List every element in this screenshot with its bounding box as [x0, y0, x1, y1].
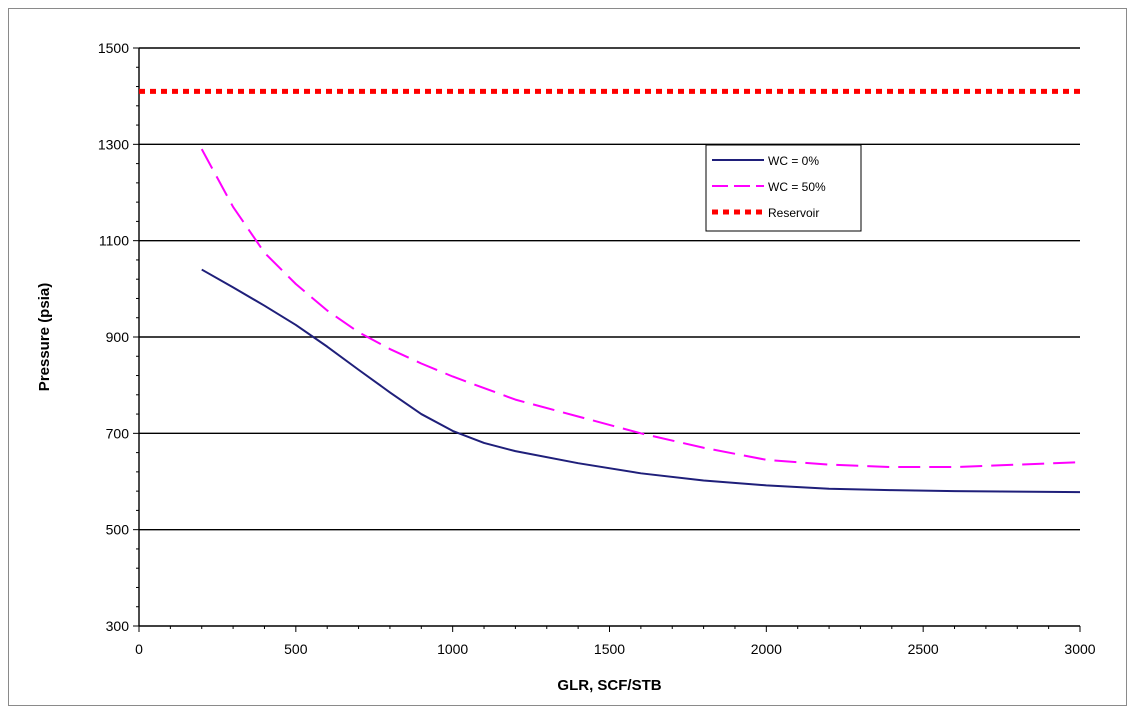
series-line-wc-50: [200, 148, 1081, 469]
y-tick-label: 1500: [98, 40, 129, 56]
y-axis-title: Pressure (psia): [36, 283, 53, 391]
legend-label: WC = 0%: [768, 154, 819, 168]
x-tick-label: 2500: [908, 641, 939, 657]
chart-frame: 0 500 1000 1500 2000 2500 3000 300 500 700 900 110…: [8, 8, 1127, 706]
y-tick-label: 900: [106, 329, 130, 345]
x-tick-labels: 0 500 1000 1500 2000 2500 3000: [135, 641, 1096, 657]
y-tick-label: 500: [106, 522, 130, 538]
y-tick-label: 300: [106, 618, 130, 634]
series-lines: [139, 88, 1081, 494]
x-tick-label: 3000: [1064, 641, 1095, 657]
y-tick-label: 1300: [98, 136, 129, 152]
x-tick-label: 1500: [594, 641, 625, 657]
series-line-wc-0: [201, 268, 1081, 494]
legend-label: Reservoir: [768, 206, 819, 220]
x-tick-label: 2000: [751, 641, 782, 657]
axes: [133, 47, 1081, 632]
x-axis-title: GLR, SCF/STB: [557, 677, 661, 694]
x-tick-label: 500: [284, 641, 308, 657]
x-tick-label: 1000: [437, 641, 468, 657]
legend-label: WC = 50%: [768, 180, 826, 194]
y-tick-label: 700: [106, 425, 130, 441]
y-tick-labels: 300 500 700 900 1100 1300 1500: [98, 40, 129, 634]
grid-lines: [139, 47, 1080, 531]
y-tick-label: 1100: [99, 233, 129, 249]
x-tick-label: 0: [135, 641, 143, 657]
pressure-vs-glr-chart: 0 500 1000 1500 2000 2500 3000 300 500 700 900 110…: [36, 40, 1096, 694]
legend: WC = 0% WC = 50% Reservoir: [705, 144, 862, 232]
